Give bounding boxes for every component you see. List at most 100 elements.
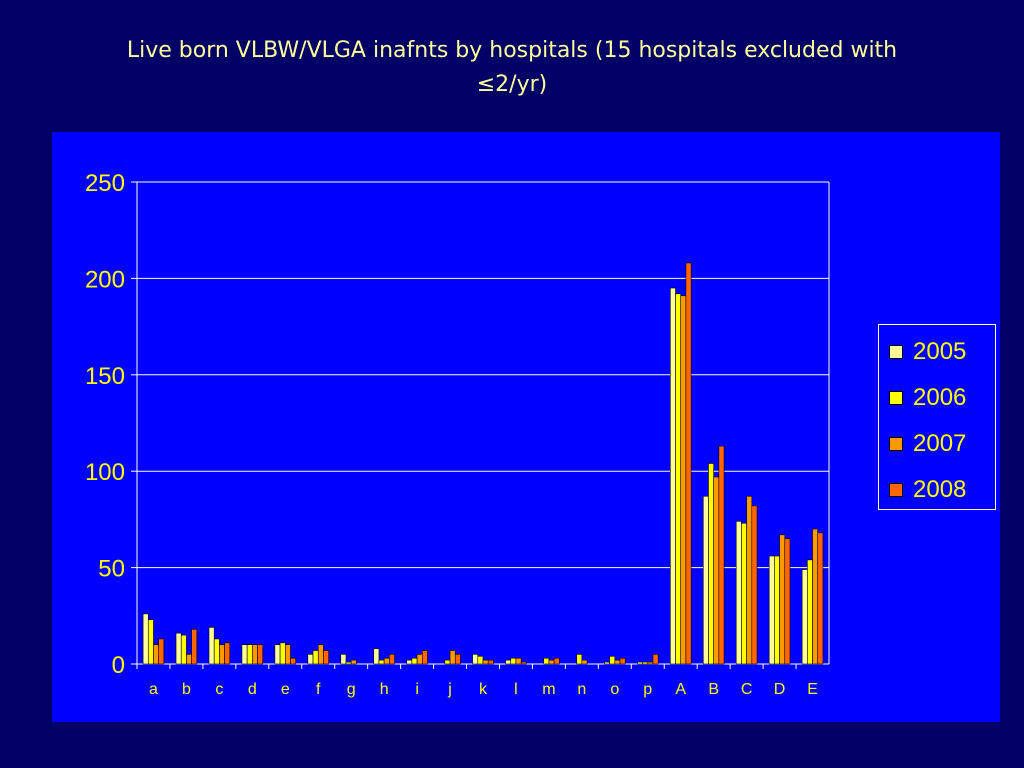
bar-g-2005 (340, 654, 347, 665)
bar-A-2006 (675, 293, 682, 665)
y-tick-label-0: 0 (112, 652, 125, 679)
bar-b-2006 (180, 634, 187, 665)
bar-b-2007 (186, 654, 192, 665)
y-tick-label-250: 250 (85, 170, 125, 197)
bar-j-2006 (444, 659, 451, 665)
bar-f-2008 (323, 650, 329, 665)
x-tick-label-d: d (248, 681, 257, 698)
bar-k-2007 (482, 659, 489, 665)
bar-C-2007 (746, 495, 753, 665)
bar-n-2007 (581, 659, 588, 665)
bar-c-2005 (208, 627, 215, 665)
bar-o-2005 (604, 661, 610, 665)
x-tick-label-p: p (643, 681, 652, 698)
bar-m-2006 (543, 657, 550, 665)
bar-h-2006 (378, 659, 385, 665)
bar-m-2008 (553, 657, 560, 665)
x-tick-label-n: n (577, 681, 586, 698)
x-tick-label-b: b (182, 681, 191, 698)
bar-E-2006 (807, 559, 813, 665)
bar-n-2006 (576, 654, 583, 665)
x-tick-label-m: m (542, 681, 555, 698)
bar-A-2005 (670, 287, 676, 665)
bar-B-2008 (718, 445, 725, 665)
bar-E-2007 (812, 528, 819, 665)
bar-k-2006 (477, 655, 484, 665)
bar-b-2005 (175, 632, 182, 665)
x-tick-label-j: j (447, 681, 452, 698)
x-tick-label-h: h (380, 681, 389, 698)
bar-b-2008 (191, 628, 198, 665)
legend-label-2008: 2008 (913, 476, 967, 503)
bar-p-2008 (652, 654, 659, 665)
x-tick-label-B: B (708, 681, 719, 698)
slide-title-line-2: ≤2/yr) (476, 72, 548, 97)
legend-label-2006: 2006 (913, 384, 967, 411)
bar-i-2007 (416, 654, 423, 665)
bar-a-2007 (153, 644, 159, 665)
legend-item-2007: 2007 (889, 429, 966, 459)
y-tick-label-150: 150 (85, 363, 125, 390)
x-tick-label-f: f (316, 681, 321, 698)
bar-o-2006 (609, 655, 616, 665)
bar-D-2005 (768, 555, 775, 665)
bar-e-2006 (279, 642, 286, 665)
legend-swatch-2008 (889, 483, 903, 497)
bar-e-2008 (290, 657, 296, 665)
bar-A-2008 (685, 262, 692, 665)
slide-title-line-1: Live born VLBW/VLGA inafnts by hospitals… (126, 38, 898, 63)
bar-e-2007 (284, 644, 291, 665)
bar-D-2008 (784, 538, 791, 665)
bar-j-2008 (454, 654, 461, 665)
bar-d-2008 (257, 644, 264, 665)
bar-A-2007 (680, 295, 687, 665)
bar-o-2007 (614, 659, 621, 665)
x-tick-label-i: i (415, 681, 419, 698)
bar-o-2008 (619, 657, 626, 665)
bar-l-2005 (505, 659, 512, 665)
bar-e-2005 (274, 644, 281, 665)
bar-a-2005 (142, 613, 149, 665)
bar-a-2008 (158, 638, 165, 665)
bar-c-2007 (219, 644, 225, 665)
bar-d-2007 (252, 644, 258, 665)
bar-E-2005 (801, 569, 808, 665)
bar-E-2008 (817, 532, 824, 665)
x-tick-label-l: l (514, 681, 518, 698)
bar-f-2007 (317, 644, 324, 665)
bar-l-2007 (515, 657, 522, 665)
x-tick-label-a: a (149, 681, 158, 698)
legend-swatch-2005 (889, 345, 903, 359)
bar-p-2007 (647, 661, 654, 665)
x-tick-label-k: k (479, 681, 488, 698)
x-tick-label-D: D (774, 681, 786, 698)
bar-p-2005 (637, 661, 643, 665)
bar-B-2006 (708, 463, 714, 665)
bar-p-2006 (642, 661, 649, 665)
bar-k-2005 (472, 654, 479, 665)
legend-swatch-2006 (889, 391, 903, 405)
chart-panel: 0 50 100 150 200 250 a b c d e f g h i j k l m n o p A B C D E 200… (52, 132, 1000, 722)
y-tick-label-100: 100 (85, 459, 125, 486)
bar-c-2006 (213, 638, 220, 665)
bar-B-2005 (702, 495, 709, 665)
x-tick-label-c: c (215, 681, 223, 698)
bar-k-2008 (487, 659, 494, 665)
bar-h-2008 (389, 654, 395, 665)
bar-i-2008 (421, 650, 428, 665)
legend-label-2007: 2007 (913, 430, 967, 457)
bar-d-2005 (241, 644, 248, 665)
bar-l-2006 (510, 657, 517, 665)
bar-C-2008 (751, 505, 758, 665)
x-tick-label-E: E (807, 681, 818, 698)
bar-chart: 0 50 100 150 200 250 a b c d e f g h i j k l m n o p A B C D E (85, 170, 830, 698)
legend-swatch-2007 (889, 437, 903, 451)
bar-g-2007 (350, 659, 357, 665)
chart-legend: 2005 2006 2007 2008 (878, 324, 996, 510)
legend-item-2006: 2006 (889, 383, 966, 413)
bar-C-2006 (741, 522, 747, 665)
bar-j-2007 (449, 650, 456, 665)
legend-label-2005: 2005 (913, 338, 967, 365)
x-tick-label-C: C (741, 681, 753, 698)
bar-f-2006 (312, 650, 319, 665)
